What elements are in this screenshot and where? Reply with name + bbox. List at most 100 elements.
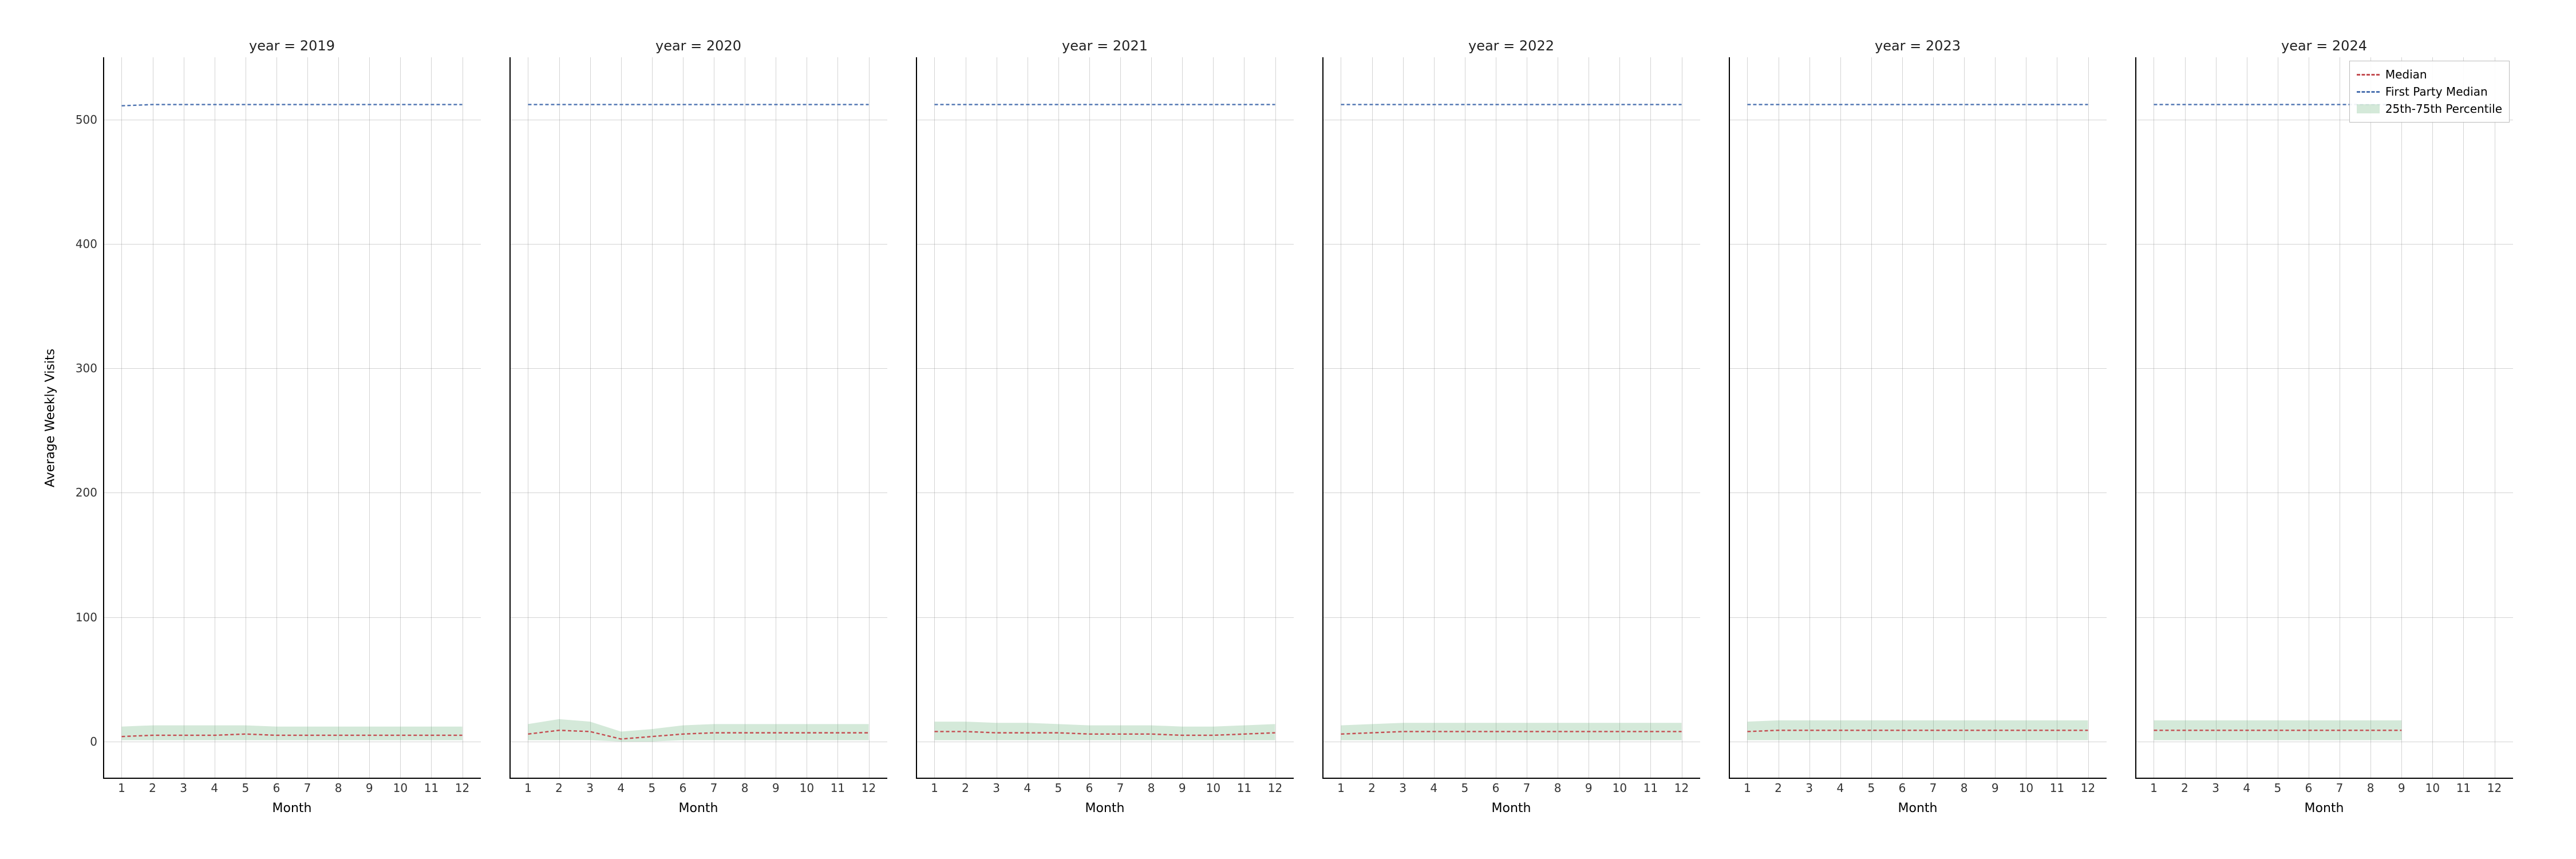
xlabel: Month <box>1322 801 1700 815</box>
axis-spine-left <box>916 57 917 779</box>
panel-title: year = 2021 <box>916 38 1294 54</box>
xlabel: Month <box>1729 801 2107 815</box>
xtick-label: 12 <box>1268 781 1282 795</box>
xtick-label: 2 <box>2181 781 2188 795</box>
xtick-label: 6 <box>1899 781 1906 795</box>
xtick-label: 9 <box>1992 781 1999 795</box>
xtick-label: 4 <box>617 781 625 795</box>
ytick-label: 0 <box>90 735 103 748</box>
xtick-label: 10 <box>1206 781 1220 795</box>
xlabel: Month <box>2135 801 2513 815</box>
xtick-label: 3 <box>1399 781 1406 795</box>
xtick-label: 8 <box>2367 781 2374 795</box>
xtick-label: 8 <box>741 781 749 795</box>
first-party-median-line <box>103 57 481 779</box>
panel-4: year = 2023123456789101112Month <box>1729 57 2107 779</box>
xtick-label: 10 <box>393 781 408 795</box>
xtick-label: 7 <box>1930 781 1937 795</box>
xtick-label: 3 <box>2212 781 2219 795</box>
xtick-label: 9 <box>366 781 373 795</box>
xtick-label: 1 <box>1744 781 1751 795</box>
first-party-median-line <box>1322 57 1700 779</box>
axis-spine-bottom <box>916 778 1294 779</box>
xtick-label: 11 <box>2456 781 2471 795</box>
xtick-label: 11 <box>831 781 845 795</box>
first-party-median-line <box>916 57 1294 779</box>
panel-title: year = 2022 <box>1322 38 1700 54</box>
axis-spine-left <box>103 57 104 779</box>
xtick-label: 9 <box>772 781 780 795</box>
xtick-label: 12 <box>455 781 469 795</box>
xtick-label: 6 <box>1086 781 1093 795</box>
legend-label: 25th-75th Percentile <box>2385 102 2502 116</box>
axis-spine-bottom <box>1322 778 1700 779</box>
xtick-label: 5 <box>1867 781 1875 795</box>
xtick-label: 1 <box>931 781 938 795</box>
panel-title: year = 2024 <box>2135 38 2513 54</box>
panel-1: year = 2020123456789101112Month <box>509 57 887 779</box>
xtick-label: 12 <box>2487 781 2502 795</box>
xtick-label: 1 <box>2150 781 2158 795</box>
xtick-label: 1 <box>524 781 532 795</box>
axis-spine-left <box>1729 57 1730 779</box>
xtick-label: 2 <box>149 781 156 795</box>
first-party-median-line <box>1729 57 2107 779</box>
xlabel: Month <box>916 801 1294 815</box>
xtick-label: 10 <box>800 781 814 795</box>
xtick-label: 3 <box>1805 781 1813 795</box>
xtick-label: 1 <box>1337 781 1345 795</box>
xtick-label: 12 <box>2081 781 2095 795</box>
xtick-label: 9 <box>2398 781 2405 795</box>
legend-label: First Party Median <box>2385 85 2488 98</box>
xtick-label: 5 <box>648 781 655 795</box>
xtick-label: 10 <box>2019 781 2033 795</box>
xtick-label: 6 <box>679 781 687 795</box>
xtick-label: 7 <box>304 781 311 795</box>
ytick-label: 100 <box>76 610 103 624</box>
xtick-label: 5 <box>242 781 249 795</box>
xtick-label: 2 <box>962 781 969 795</box>
ytick-label: 300 <box>76 361 103 375</box>
first-party-median-line <box>2135 57 2513 779</box>
xlabel: Month <box>509 801 887 815</box>
xtick-label: 9 <box>1179 781 1186 795</box>
panel-5: year = 2024123456789101112MonthMedianFir… <box>2135 57 2513 779</box>
xtick-label: 11 <box>1643 781 1658 795</box>
legend-swatch-line <box>2357 91 2380 93</box>
legend: Median First Party Median 25th-75th Percen… <box>2349 61 2510 123</box>
xtick-label: 8 <box>335 781 342 795</box>
xtick-label: 5 <box>2274 781 2281 795</box>
xtick-label: 6 <box>273 781 280 795</box>
xtick-label: 6 <box>2305 781 2313 795</box>
xtick-label: 5 <box>1054 781 1062 795</box>
xtick-label: 11 <box>2050 781 2064 795</box>
figure: year = 2019123456789101112Month010020030… <box>0 0 2576 859</box>
xtick-label: 4 <box>211 781 218 795</box>
panel-2: year = 2021123456789101112Month <box>916 57 1294 779</box>
xtick-label: 4 <box>1430 781 1437 795</box>
xtick-label: 2 <box>1368 781 1376 795</box>
xtick-label: 12 <box>1674 781 1689 795</box>
ytick-label: 200 <box>76 486 103 499</box>
axis-spine-bottom <box>1729 778 2107 779</box>
xtick-label: 12 <box>862 781 876 795</box>
xtick-label: 7 <box>1523 781 1531 795</box>
legend-label: Median <box>2385 68 2427 81</box>
xtick-label: 5 <box>1461 781 1468 795</box>
xtick-label: 3 <box>180 781 187 795</box>
xtick-label: 6 <box>1492 781 1500 795</box>
ytick-label: 400 <box>76 237 103 251</box>
ytick-label: 500 <box>76 113 103 127</box>
xtick-label: 4 <box>1024 781 1031 795</box>
axis-spine-left <box>509 57 511 779</box>
xtick-label: 11 <box>1237 781 1251 795</box>
axis-spine-left <box>2135 57 2136 779</box>
first-party-median-line <box>509 57 887 779</box>
panel-title: year = 2020 <box>509 38 887 54</box>
panel-0: year = 2019123456789101112Month010020030… <box>103 57 481 779</box>
legend-item: 25th-75th Percentile <box>2357 100 2502 117</box>
panel-title: year = 2019 <box>103 38 481 54</box>
xtick-label: 2 <box>1775 781 1782 795</box>
legend-swatch-patch <box>2357 104 2380 113</box>
xtick-label: 4 <box>2243 781 2250 795</box>
